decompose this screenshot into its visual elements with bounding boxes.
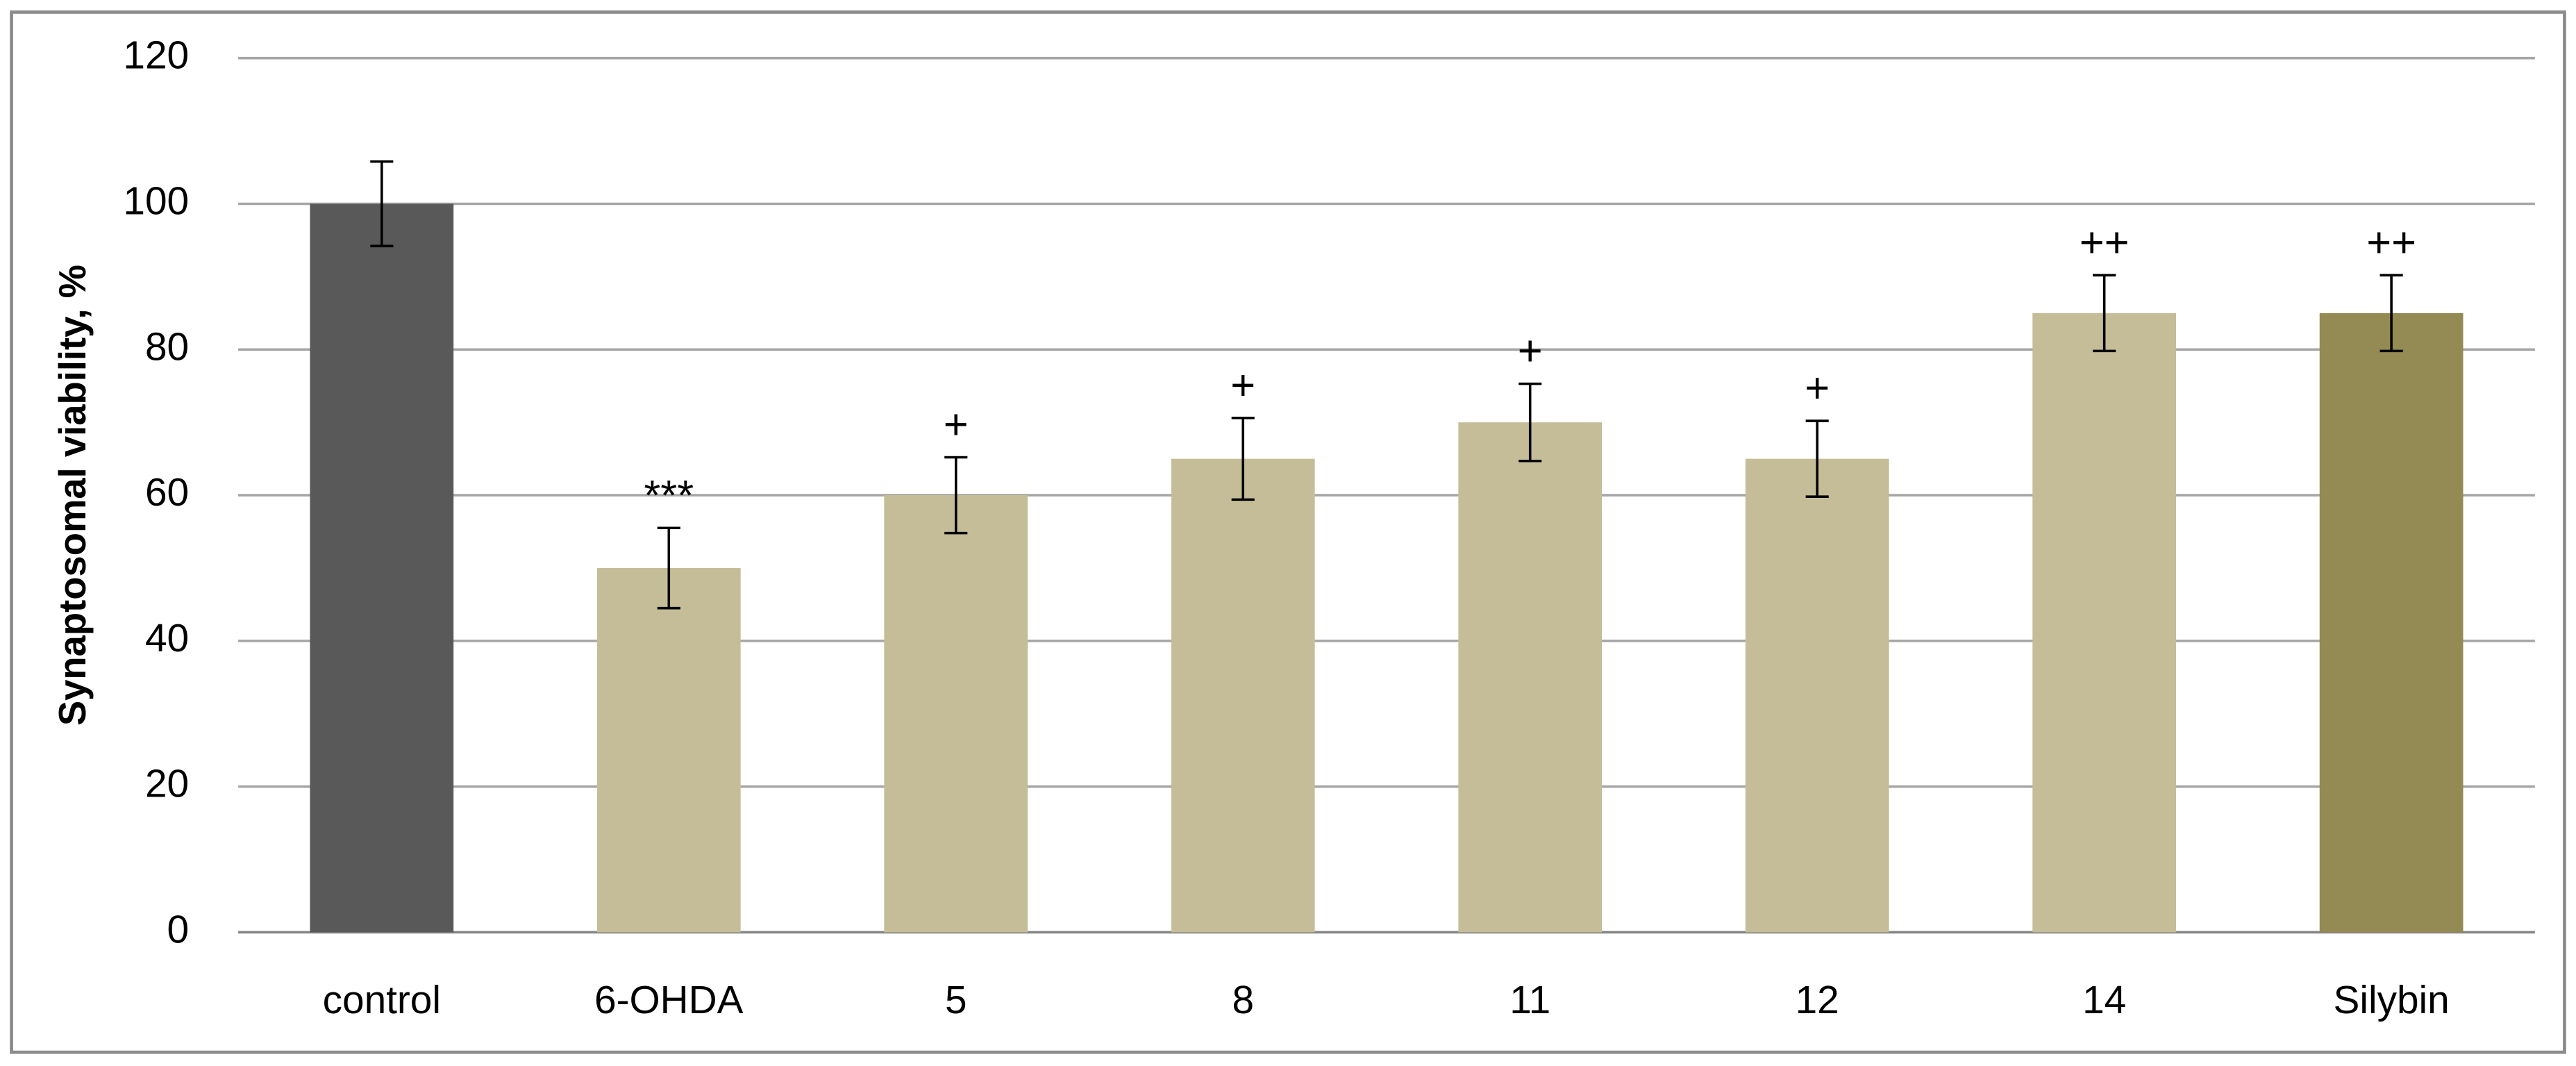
bar: [1171, 458, 1315, 933]
x-tick-label: 8: [1232, 978, 1254, 1022]
bar: [310, 203, 454, 933]
x-tick-label: 14: [2082, 978, 2126, 1022]
x-tick-label: 12: [1796, 978, 1839, 1022]
error-bar: [370, 160, 394, 248]
bar: [1745, 458, 1889, 933]
error-bar: [2093, 274, 2116, 353]
significance-label: ++: [2366, 219, 2416, 267]
significance-label: ***: [644, 472, 694, 519]
x-tick-label: 6-OHDA: [594, 978, 744, 1022]
error-bar: [657, 526, 680, 610]
error-bar: [1231, 417, 1255, 501]
y-tick-label: 80: [145, 325, 189, 369]
y-tick-label: 120: [123, 34, 189, 78]
x-tick-label: 5: [945, 978, 967, 1022]
y-tick-label: 0: [167, 908, 190, 951]
significance-label: +: [1805, 365, 1830, 413]
bar: [596, 567, 741, 933]
y-axis-label: Synaptosomal viability, %: [51, 265, 94, 726]
y-tick-label: 60: [145, 471, 189, 515]
bar: [884, 495, 1028, 933]
error-bar: [1805, 419, 1829, 498]
y-tick-label: 20: [145, 763, 189, 806]
y-tick-label: 40: [145, 617, 189, 660]
x-tick-label: Silybin: [2333, 978, 2449, 1022]
y-tick-label: 100: [123, 179, 189, 223]
significance-label: +: [1518, 327, 1543, 375]
significance-label: ++: [2080, 219, 2130, 267]
x-tick-label: 11: [1509, 978, 1550, 1022]
bar: [2319, 313, 2464, 933]
error-bar: [1519, 382, 1542, 463]
x-tick-label: control: [323, 978, 441, 1022]
bar: [2032, 313, 2177, 933]
significance-label: +: [944, 401, 969, 449]
bar: [1458, 422, 1603, 933]
error-bar: [944, 456, 968, 535]
error-bar: [2380, 274, 2403, 353]
significance-label: +: [1230, 362, 1255, 410]
